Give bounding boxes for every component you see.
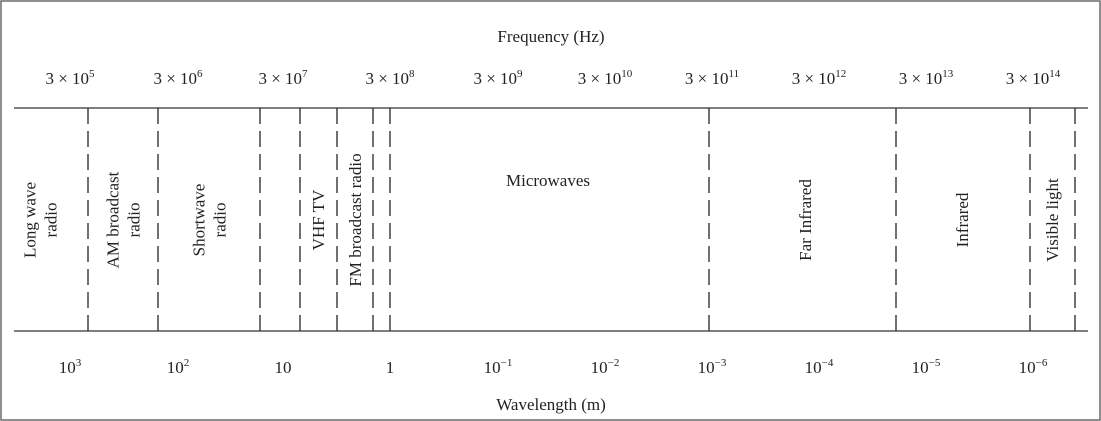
frequency-tick-label-exponent: 7 xyxy=(302,68,308,80)
band-labels: Long wave radio AM broadcast radio Shortwave… xyxy=(21,153,1063,286)
wavelength-tick-label-base: 10 xyxy=(484,358,501,377)
wavelength-tick-label-exponent: −2 xyxy=(608,357,620,369)
frequency-tick-label-exponent: 12 xyxy=(835,68,846,80)
frequency-tick-label-base: 3 × 10 xyxy=(473,69,517,88)
band-label-line: radio xyxy=(125,203,144,238)
band-label: Infrared xyxy=(953,192,972,247)
band-label-line: AM broadcast xyxy=(104,171,123,268)
wavelength-tick-label-exponent: −1 xyxy=(501,357,513,369)
wavelength-tick-labels: 103 102 10 1 10−1 10−2 10−3 10−4 10−5 10−6 xyxy=(59,357,1048,377)
wavelength-tick-label-exponent: −6 xyxy=(1036,357,1048,369)
wavelength-tick-label: 1 xyxy=(386,358,395,377)
band-label: Far Infrared xyxy=(796,179,815,261)
wavelength-tick-label: 10−4 xyxy=(805,357,834,377)
band-label: Long wave radio xyxy=(21,182,61,258)
frequency-tick-label-base: 3 × 10 xyxy=(365,69,409,88)
frequency-tick-label-base: 3 × 10 xyxy=(153,69,197,88)
wavelength-tick-label-base: 10 xyxy=(275,358,292,377)
band-label-line: radio xyxy=(42,203,61,238)
frequency-tick-label: 3 × 106 xyxy=(153,68,203,88)
frequency-tick-label-exponent: 13 xyxy=(942,68,954,80)
frequency-tick-label-base: 3 × 10 xyxy=(899,69,943,88)
band-label-line: Visible light xyxy=(1043,178,1062,262)
band-label: Shortwave radio xyxy=(190,184,230,257)
wavelength-tick-label-exponent: 2 xyxy=(184,357,190,369)
wavelength-tick-label: 102 xyxy=(167,357,190,377)
frequency-tick-label: 3 × 1010 xyxy=(578,68,633,88)
frequency-tick-label-exponent: 14 xyxy=(1049,68,1061,80)
wavelength-tick-label-base: 10 xyxy=(1019,358,1036,377)
band-label-line: VHF TV xyxy=(309,189,328,250)
band-label-line: Far Infrared xyxy=(796,179,815,261)
wavelength-tick-label: 10−5 xyxy=(912,357,941,377)
wavelength-tick-label-exponent: 3 xyxy=(76,357,82,369)
frequency-tick-label: 3 × 109 xyxy=(473,68,523,88)
frequency-tick-label-base: 3 × 10 xyxy=(792,69,836,88)
wavelength-tick-label-exponent: −4 xyxy=(822,357,834,369)
wavelength-tick-label: 10−1 xyxy=(484,357,513,377)
wavelength-tick-label-base: 10 xyxy=(698,358,715,377)
band-label: Visible light xyxy=(1043,178,1062,262)
band-label-line: radio xyxy=(211,203,230,238)
wavelength-tick-label-base: 10 xyxy=(912,358,929,377)
frequency-tick-label: 3 × 108 xyxy=(365,68,415,88)
frequency-tick-labels: 3 × 105 3 × 106 3 × 107 3 × 108 3 × 109 3 × 1… xyxy=(45,68,1060,88)
band-dividers xyxy=(87,108,1076,331)
wavelength-tick-label-base: 10 xyxy=(805,358,822,377)
frequency-tick-label: 3 × 1011 xyxy=(685,68,739,88)
frequency-tick-label-exponent: 9 xyxy=(517,68,523,80)
wavelength-tick-label: 10−3 xyxy=(698,357,727,377)
wavelength-tick-label-base: 10 xyxy=(591,358,608,377)
frequency-tick-label: 3 × 1013 xyxy=(899,68,954,88)
band-label: VHF TV xyxy=(309,189,328,250)
wavelength-tick-label: 10 xyxy=(275,358,292,377)
band-label-line: Long wave xyxy=(21,182,40,258)
band-label-line: Infrared xyxy=(953,192,972,247)
frequency-tick-label: 3 × 1012 xyxy=(792,68,847,88)
frequency-tick-label: 3 × 1014 xyxy=(1006,68,1061,88)
band-label: AM broadcast radio xyxy=(104,171,144,268)
frequency-tick-label-exponent: 11 xyxy=(729,68,740,80)
frequency-tick-label-base: 3 × 10 xyxy=(685,69,729,88)
wavelength-tick-label-exponent: −3 xyxy=(715,357,727,369)
band-label-line: Shortwave xyxy=(190,184,209,257)
wavelength-tick-label-base: 10 xyxy=(59,358,76,377)
wavelength-tick-label: 103 xyxy=(59,357,82,377)
wavelength-tick-label-base: 1 xyxy=(386,358,395,377)
wavelength-axis-title: Wavelength (m) xyxy=(496,395,606,414)
wavelength-tick-label: 10−2 xyxy=(591,357,620,377)
frequency-tick-label: 3 × 107 xyxy=(258,68,308,88)
band-label: Microwaves xyxy=(506,171,590,190)
frequency-tick-label-exponent: 8 xyxy=(409,68,415,80)
wavelength-tick-label-base: 10 xyxy=(167,358,184,377)
wavelength-tick-label-exponent: −5 xyxy=(929,357,941,369)
frequency-tick-label-exponent: 10 xyxy=(621,68,633,80)
frequency-tick-label-base: 3 × 10 xyxy=(45,69,89,88)
band-label-line: FM broadcast radio xyxy=(346,153,365,286)
frequency-tick-label-base: 3 × 10 xyxy=(258,69,302,88)
frequency-tick-label-exponent: 6 xyxy=(197,68,203,80)
band-label: FM broadcast radio xyxy=(346,153,365,286)
frequency-axis-title: Frequency (Hz) xyxy=(497,27,604,46)
frequency-tick-label: 3 × 105 xyxy=(45,68,95,88)
wavelength-tick-label: 10−6 xyxy=(1019,357,1048,377)
frequency-tick-label-base: 3 × 10 xyxy=(1006,69,1050,88)
frequency-tick-label-base: 3 × 10 xyxy=(578,69,622,88)
frequency-tick-label-exponent: 5 xyxy=(89,68,95,80)
